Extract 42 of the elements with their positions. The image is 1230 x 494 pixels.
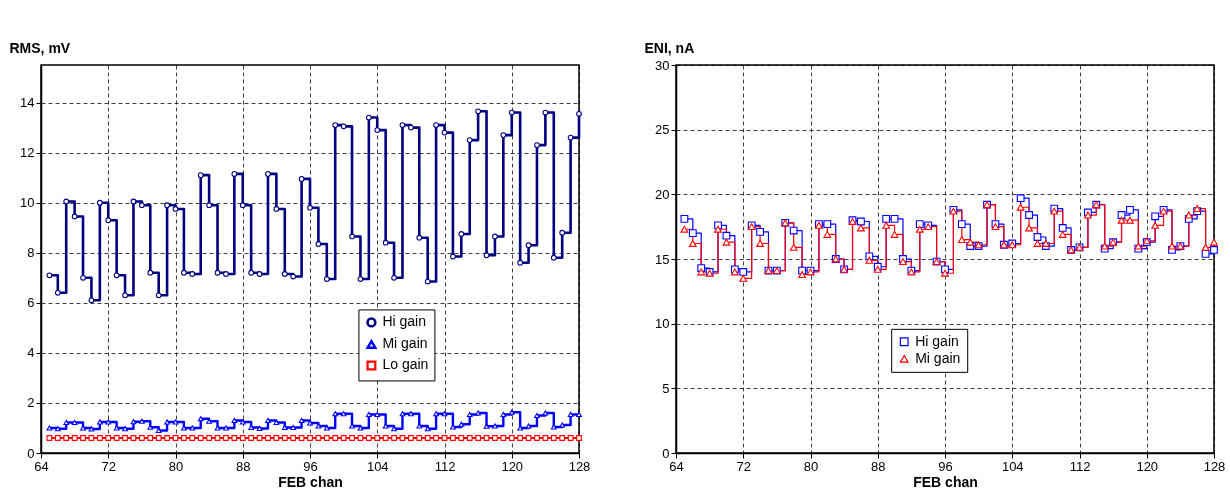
- y-tick-label: 0: [27, 445, 35, 461]
- legend-label: Mi gain: [382, 335, 428, 352]
- y-tick-label: 5: [662, 380, 670, 396]
- x-axis-title: FEB chan: [913, 473, 978, 490]
- x-tick-label: 104: [366, 458, 389, 474]
- y-tick-label: 20: [655, 186, 670, 202]
- x-tick-label: 128: [568, 458, 591, 474]
- x-tick-label: 64: [669, 458, 684, 474]
- x-tick-label: 88: [236, 458, 251, 474]
- y-tick-label: 2: [27, 395, 35, 411]
- x-tick-label: 72: [736, 458, 751, 474]
- x-tick-label: 112: [1069, 458, 1091, 474]
- legend-label: Hi gain: [915, 332, 959, 349]
- y-tick-label: 30: [655, 57, 670, 73]
- x-tick-label: 120: [1136, 458, 1159, 474]
- x-tick-label: 72: [101, 458, 116, 474]
- x-tick-label: 80: [168, 458, 184, 474]
- legend-label: Mi gain: [915, 349, 961, 366]
- y-tick-label: 8: [27, 245, 35, 261]
- x-tick-label: 64: [34, 458, 49, 474]
- y-tick-label: 12: [20, 145, 35, 161]
- y-tick-label: 10: [655, 316, 670, 332]
- x-tick-label: 96: [938, 458, 953, 474]
- y-tick-label: 10: [20, 195, 35, 211]
- x-tick-label: 88: [871, 458, 886, 474]
- x-tick-label: 120: [501, 458, 524, 474]
- y-axis-title: RMS, mV: [9, 39, 71, 56]
- y-tick-label: 25: [655, 122, 670, 138]
- y-tick-label: 6: [27, 295, 35, 311]
- x-axis-title: FEB chan: [278, 473, 343, 490]
- x-tick-label: 80: [803, 458, 819, 474]
- legend-label: Hi gain: [382, 313, 427, 330]
- x-tick-label: 104: [1001, 458, 1024, 474]
- y-tick-label: 0: [662, 445, 670, 461]
- y-axis-title: ENI, nA: [644, 39, 695, 56]
- y-tick-label: 4: [27, 345, 35, 361]
- x-tick-label: 128: [1203, 458, 1226, 474]
- y-tick-label: 14: [20, 95, 35, 111]
- x-tick-label: 96: [303, 458, 318, 474]
- x-tick-label: 112: [434, 458, 456, 474]
- legend-label: Lo gain: [382, 356, 429, 373]
- y-tick-label: 15: [655, 251, 670, 267]
